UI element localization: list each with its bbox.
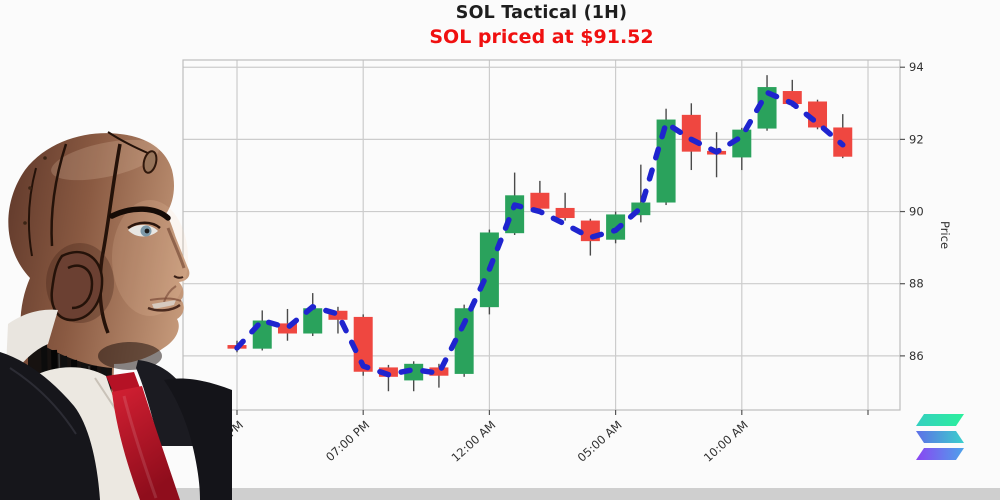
moving-average-line xyxy=(234,89,846,378)
x-tick-label: 10:00 AM xyxy=(701,418,751,465)
x-tick-label: 05:00 AM xyxy=(575,418,625,465)
y-tick-label: 86 xyxy=(909,349,924,363)
y-tick-label: 94 xyxy=(909,60,924,74)
y-tick-label: 90 xyxy=(909,205,924,219)
y-tick-label: 92 xyxy=(909,132,924,146)
candle-down xyxy=(530,192,550,209)
suit-right-shoulder xyxy=(164,378,232,500)
plot-border xyxy=(182,59,901,411)
candle-down xyxy=(681,114,701,152)
y-axis-label: Price xyxy=(938,221,952,249)
candle-down xyxy=(328,310,348,320)
x-tick-label: 07:00 PM xyxy=(323,418,372,464)
candle-up xyxy=(303,308,323,334)
robot-suit xyxy=(0,309,232,500)
forehead-emblem xyxy=(142,150,158,174)
robot-illustration xyxy=(0,131,232,500)
candle-up xyxy=(454,308,474,374)
suit-left-shoulder xyxy=(0,352,100,500)
tie xyxy=(106,372,180,500)
candle-up xyxy=(656,119,676,203)
robot-eyebrow xyxy=(109,206,171,221)
candle-down xyxy=(353,316,373,372)
candle-down xyxy=(277,323,297,334)
robot-ear xyxy=(46,243,114,323)
chart-subtitle: SOL priced at $91.52 xyxy=(429,26,654,48)
candle-down xyxy=(429,367,449,376)
robot-eye xyxy=(127,221,161,237)
chart-title: SOL Tactical (1H) xyxy=(455,3,628,23)
y-tick-label: 88 xyxy=(909,277,924,291)
collar-wing xyxy=(6,309,58,374)
bottom-bar xyxy=(0,488,1000,500)
x-tick-label: 12:00 AM xyxy=(448,418,498,465)
solana-logo-icon xyxy=(916,414,964,460)
candle-down xyxy=(555,207,575,219)
